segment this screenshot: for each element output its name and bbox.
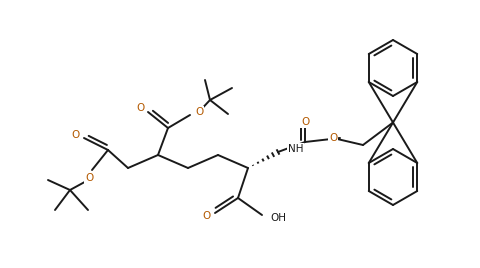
Text: O: O (137, 103, 145, 113)
Text: O: O (85, 173, 93, 183)
Text: O: O (195, 107, 203, 117)
Text: O: O (301, 117, 309, 127)
Text: O: O (72, 130, 80, 140)
Text: NH: NH (288, 144, 303, 154)
Text: OH: OH (270, 213, 286, 223)
Text: O: O (329, 133, 337, 143)
Text: O: O (203, 211, 211, 221)
